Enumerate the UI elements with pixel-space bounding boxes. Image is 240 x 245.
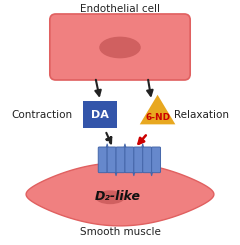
Text: D₂-like: D₂-like bbox=[95, 190, 141, 203]
FancyBboxPatch shape bbox=[50, 14, 190, 80]
Polygon shape bbox=[140, 95, 175, 124]
FancyBboxPatch shape bbox=[107, 147, 116, 173]
Text: Contraction: Contraction bbox=[11, 110, 72, 121]
FancyBboxPatch shape bbox=[98, 147, 107, 173]
FancyBboxPatch shape bbox=[116, 147, 125, 173]
FancyBboxPatch shape bbox=[84, 101, 117, 128]
Text: Smooth muscle: Smooth muscle bbox=[80, 227, 160, 237]
Ellipse shape bbox=[99, 37, 141, 58]
Text: Endothelial cell: Endothelial cell bbox=[80, 4, 160, 14]
FancyBboxPatch shape bbox=[152, 147, 161, 173]
FancyBboxPatch shape bbox=[134, 147, 143, 173]
FancyBboxPatch shape bbox=[125, 147, 134, 173]
Polygon shape bbox=[26, 163, 214, 226]
FancyBboxPatch shape bbox=[143, 147, 152, 173]
Text: DA: DA bbox=[91, 110, 109, 120]
Text: Relaxation: Relaxation bbox=[174, 110, 229, 121]
Text: 6-ND: 6-ND bbox=[146, 113, 171, 122]
Ellipse shape bbox=[95, 190, 125, 204]
